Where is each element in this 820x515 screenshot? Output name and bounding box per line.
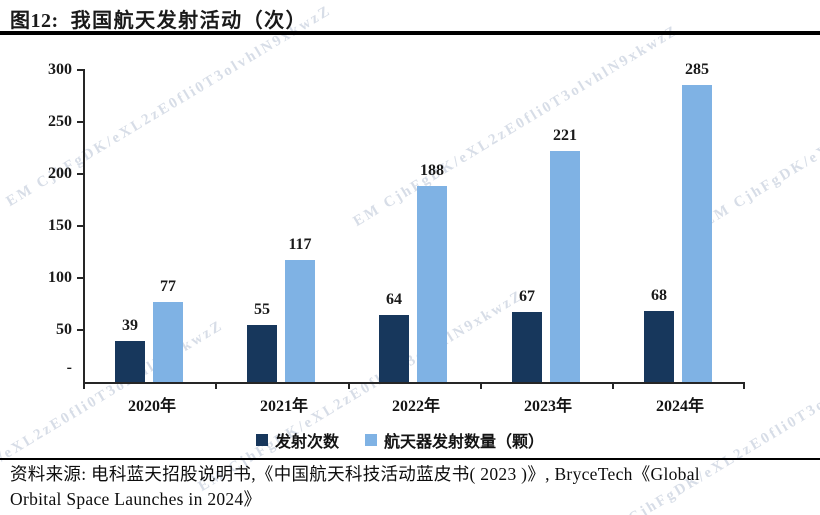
- figure-header: 图12: 我国航天发射活动（次）: [10, 4, 307, 33]
- bar-value-label: 68: [651, 287, 667, 304]
- bar-launches-2023: 67: [512, 288, 542, 382]
- x-axis-tick: [215, 383, 217, 389]
- y-axis-label: 150: [48, 217, 72, 234]
- legend-item-launches: 发射次数: [255, 428, 339, 452]
- y-axis-tick: [77, 329, 83, 331]
- legend-label: 发射次数: [274, 434, 339, 451]
- figure-title: 我国航天发射活动（次）: [70, 10, 308, 32]
- y-axis-label: 200: [48, 165, 72, 182]
- bar-value-label: 188: [420, 162, 444, 179]
- x-axis-tick: [612, 383, 614, 389]
- bar-launches-2020: 39: [115, 317, 145, 382]
- y-axis-label-zero: -: [66, 359, 72, 376]
- bar-spacecraft-2022: 188: [417, 162, 447, 382]
- watermark-text: EM CjhFgDK/eXL2zE0fli0T3olvhlN9xkwzZ: [350, 22, 682, 230]
- bar-value-label: 77: [160, 278, 176, 295]
- y-axis-label: 50: [56, 321, 72, 338]
- bar-spacecraft-2021: 117: [285, 236, 315, 382]
- y-axis-label: 100: [48, 269, 72, 286]
- bar-value-label: 285: [685, 61, 709, 78]
- bar-value-label: 39: [122, 317, 138, 334]
- x-category-label: 2020年: [127, 398, 176, 415]
- bar-value-label: 67: [519, 288, 535, 305]
- x-category-label: 2023年: [523, 398, 572, 415]
- bar-launches-2021: 55: [247, 301, 277, 382]
- bar-value-label: 117: [288, 236, 312, 253]
- watermark-text: EM CjhFgDK/eXL2zE0fli0T3olvhlN9xkwzZ: [700, 22, 820, 230]
- x-axis-tick: [348, 383, 350, 389]
- source-divider: [0, 458, 820, 460]
- y-axis-tick: [77, 121, 83, 123]
- y-axis-label: 250: [48, 113, 72, 130]
- source-text: 资料来源: 电科蓝天招股说明书,《中国航天科技活动蓝皮书( 2023 )》, B…: [10, 462, 816, 512]
- figure-label: 图12:: [10, 10, 59, 32]
- x-category-label: 2022年: [391, 398, 440, 415]
- x-axis-tick: [83, 383, 85, 389]
- bar-value-label: 221: [553, 127, 577, 144]
- y-axis-tick: [77, 225, 83, 227]
- legend-item-spacecraft: 航天器发射数量（颗）: [365, 428, 544, 452]
- y-axis-label: 300: [48, 61, 72, 78]
- y-axis-tick: [77, 173, 83, 175]
- chart-legend: 发射次数 航天器发射数量（颗）: [0, 428, 800, 452]
- bar-spacecraft-2023: 221: [550, 127, 580, 382]
- source-line-1: 资料来源: 电科蓝天招股说明书,《中国航天科技活动蓝皮书( 2023 )》, B…: [10, 464, 700, 484]
- bar-value-label: 64: [386, 291, 402, 308]
- x-axis-line: [83, 382, 745, 384]
- title-divider: [0, 31, 820, 35]
- y-axis-tick: [77, 277, 83, 279]
- bar-value-label: 55: [254, 301, 270, 318]
- bar-launches-2024: 68: [644, 287, 674, 382]
- bar-spacecraft-2024: 285: [682, 61, 712, 382]
- bar-spacecraft-2020: 77: [153, 278, 183, 382]
- legend-label: 航天器发射数量（颗）: [384, 434, 545, 451]
- legend-swatch-spacecraft: [365, 434, 377, 446]
- source-line-2: Orbital Space Launches in 2024》: [10, 489, 262, 509]
- y-axis-line: [83, 69, 85, 383]
- legend-swatch-launches: [255, 434, 268, 446]
- x-axis-tick: [480, 383, 482, 389]
- y-axis-tick: [77, 69, 83, 71]
- x-category-label: 2021年: [259, 398, 308, 415]
- x-category-label: 2024年: [655, 398, 704, 415]
- bar-launches-2022: 64: [379, 291, 409, 382]
- x-axis-tick: [743, 383, 745, 389]
